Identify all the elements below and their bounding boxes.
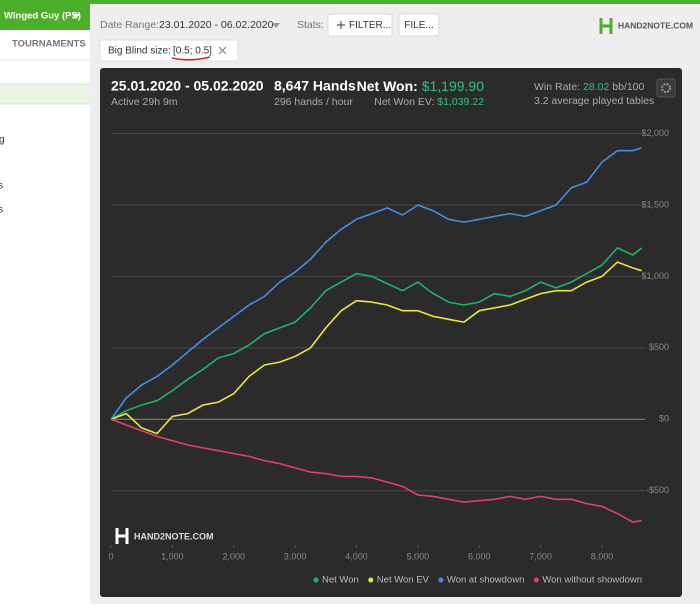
x-tick-label: 5,000 [407, 551, 430, 561]
x-tick-label: 2,000 [222, 551, 245, 561]
y-tick-label: -$500 [646, 485, 669, 495]
legend-label: Net Won EV [377, 575, 430, 586]
series-line [110, 261, 642, 435]
summary-ev: Net Won EV: $1,039.22 [374, 96, 484, 108]
date-range[interactable]: 23.01.2020 - 06.02.2020 [159, 19, 274, 31]
summary-hands-rate: 296 hands / hour [274, 96, 353, 108]
legend-label: Won at showdown [447, 575, 524, 586]
summary-win-rate: Win Rate: 28.02 bb/100 [534, 81, 645, 93]
legend-swatch [438, 577, 444, 583]
series-line [110, 147, 642, 420]
win-rate-value: 28.02 [583, 81, 609, 93]
legend-label: Won without showdown [542, 575, 642, 586]
watermark: HAND2NOTE.COM [134, 531, 214, 541]
chip-value: [0.5; 0.5] [173, 46, 212, 57]
selected-row[interactable] [0, 84, 90, 104]
y-tick-label: $2,000 [641, 128, 669, 138]
file-button-label[interactable]: FILE... [404, 20, 433, 31]
chip-close[interactable] [218, 46, 227, 55]
x-tick-label: 0 [108, 551, 113, 561]
gear-icon [661, 83, 671, 93]
logo: HAND2NOTE.COM [618, 20, 693, 30]
x-tick-label: 7,000 [529, 551, 552, 561]
x-tick-label: 4,000 [345, 551, 368, 561]
y-tick-label: $500 [649, 342, 669, 352]
net-won-label: Net Won: [357, 78, 418, 94]
chip-label: Big Blind size: [108, 46, 171, 57]
date-range-label: Date Range: [100, 19, 159, 31]
x-tick-label: 6,000 [468, 551, 491, 561]
x-tick-label: 1,000 [161, 551, 184, 561]
x-tick-label: 8,000 [591, 551, 614, 561]
logo-icon [599, 18, 613, 34]
y-tick-label: $0 [659, 414, 669, 424]
watermark-icon [115, 528, 129, 544]
legend-swatch [368, 577, 374, 583]
settings-button[interactable] [656, 78, 676, 98]
summary-active: Active 29h 9m [111, 96, 178, 108]
sidebar-item[interactable]: s [0, 181, 3, 192]
summary-tables: 3.2 average played tables [534, 95, 654, 107]
net-won-value: $1,199.90 [422, 78, 484, 94]
dropdown-arrow [72, 14, 80, 19]
filter-chip[interactable] [99, 39, 239, 62]
ev-value: $1,039.22 [437, 96, 484, 108]
legend-swatch [313, 577, 319, 583]
plus-icon [337, 21, 345, 29]
sidebar-item[interactable]: s [0, 205, 3, 216]
series-line [110, 418, 642, 523]
filter-button-label[interactable]: FILTER... [349, 20, 391, 31]
stats-label: Stats: [297, 19, 324, 31]
summary-range: 25.01.2020 - 05.02.2020 [111, 78, 264, 94]
filter-button[interactable] [327, 13, 393, 37]
legend-swatch [533, 577, 539, 583]
sidebar-tab[interactable]: TOURNAMENTS [12, 39, 86, 50]
x-tick-label: 3,000 [284, 551, 307, 561]
dropdown-arrow [272, 23, 280, 28]
top-strip [90, 0, 700, 4]
chart-panel [100, 68, 682, 597]
win-rate-unit: bb/100 [612, 81, 644, 93]
plot: -$500 $0 $500 $1,000 $1,500 $2,000 0 1,000 2,000… [108, 128, 669, 586]
sidebar-item[interactable]: g [0, 135, 5, 146]
legend-label: Net Won [322, 575, 359, 586]
annotation-underline [171, 56, 211, 61]
win-rate-label: Win Rate: [534, 81, 580, 93]
y-tick-label: $1,500 [641, 199, 669, 209]
file-button[interactable] [398, 13, 440, 37]
series-line [110, 247, 643, 420]
account-name[interactable]: Winged Guy (PS) [4, 11, 81, 22]
summary-hands: 8,647 Hands [274, 78, 356, 94]
ev-label: Net Won EV: [374, 96, 434, 108]
summary-net-won: Net Won: $1,199.90 [357, 78, 485, 94]
y-tick-label: $1,000 [641, 271, 669, 281]
